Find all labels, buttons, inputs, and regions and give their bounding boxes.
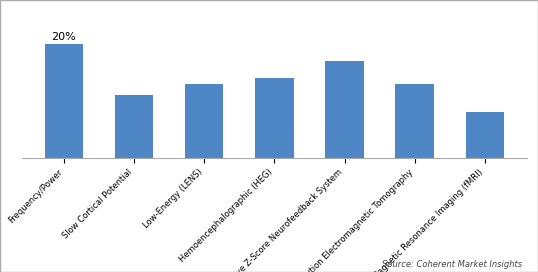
Text: Source: Coherent Market Insights: Source: Coherent Market Insights: [382, 260, 522, 269]
Bar: [466, 112, 504, 158]
Bar: [185, 84, 223, 158]
Text: 20%: 20%: [52, 32, 76, 42]
Bar: [395, 84, 434, 158]
Bar: [45, 44, 83, 158]
Bar: [325, 61, 364, 158]
Bar: [115, 95, 153, 158]
Bar: [255, 78, 294, 158]
